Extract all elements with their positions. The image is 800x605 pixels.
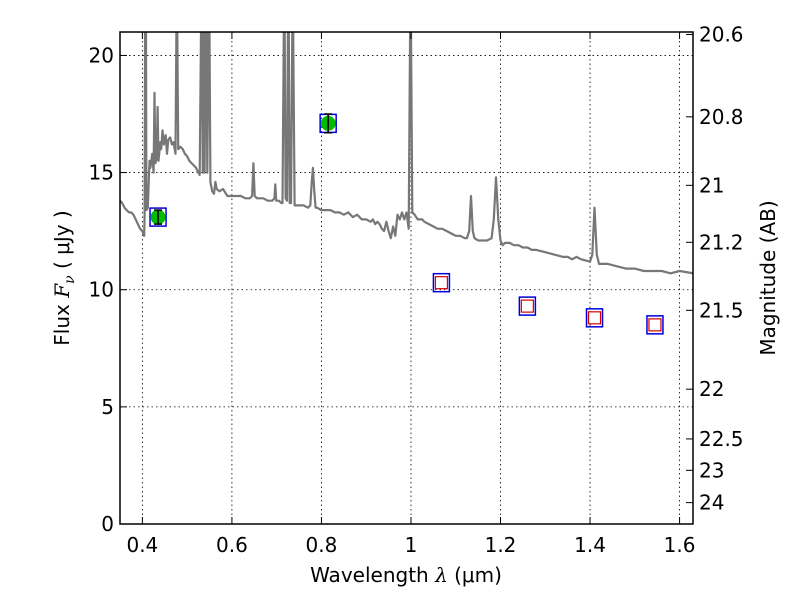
right-tick-label: 24 xyxy=(699,491,724,515)
marker-layer xyxy=(149,113,664,335)
x-axis-title: Wavelength λ (μm) xyxy=(310,563,502,587)
right-axis-title: Magnitude (AB) xyxy=(756,200,780,355)
y-tick-label: 15 xyxy=(89,161,114,185)
x-tick-label: 1 xyxy=(405,533,418,557)
marker-square xyxy=(434,276,449,290)
marker-outline xyxy=(149,207,167,227)
photometry-point xyxy=(432,272,451,293)
y-axis-title: Flux Fν ( μJy ) xyxy=(50,210,78,345)
tick-marks xyxy=(120,32,693,525)
marker-outline xyxy=(646,315,664,335)
spectrum-line xyxy=(120,32,693,275)
marker-outline xyxy=(585,308,604,328)
marker-square xyxy=(587,311,602,325)
right-tick-label: 21.5 xyxy=(699,298,744,322)
y-tick-label: 10 xyxy=(89,278,114,302)
right-tick-label: 22.5 xyxy=(699,427,744,451)
y-tick-label: 5 xyxy=(101,395,114,419)
y-tick-label: 0 xyxy=(101,512,114,536)
marker-square xyxy=(648,318,662,332)
marker-square xyxy=(520,299,534,313)
photometry-point xyxy=(585,308,604,328)
y-tick-label: 20 xyxy=(89,43,114,67)
right-tick-label: 22 xyxy=(699,377,724,401)
x-tick-label: 1.6 xyxy=(664,533,696,557)
x-tick-label: 0.4 xyxy=(126,533,158,557)
tick-labels: 0.4 0.6 0.8 1 1.2 1.4 1.6 0 5 10 15 20 20.6 20.8 21 21.… xyxy=(89,22,744,557)
photometry-point xyxy=(518,296,537,316)
right-tick-label: 20.6 xyxy=(699,22,744,46)
right-tick-label: 23 xyxy=(699,458,724,482)
right-tick-label: 21.2 xyxy=(699,230,744,254)
x-tick-label: 0.6 xyxy=(216,533,248,557)
right-tick-label: 21 xyxy=(699,173,724,197)
photometry-point xyxy=(646,315,664,335)
x-tick-label: 0.8 xyxy=(306,533,338,557)
plot-frame xyxy=(119,31,694,525)
x-tick-label: 1.4 xyxy=(574,533,606,557)
marker-outline xyxy=(432,272,451,293)
right-tick-label: 20.8 xyxy=(699,105,744,129)
photometry-point xyxy=(149,207,167,227)
x-tick-label: 1.2 xyxy=(485,533,517,557)
marker-outline xyxy=(518,296,537,316)
photometry-point xyxy=(319,113,337,134)
series-layer xyxy=(120,32,693,275)
